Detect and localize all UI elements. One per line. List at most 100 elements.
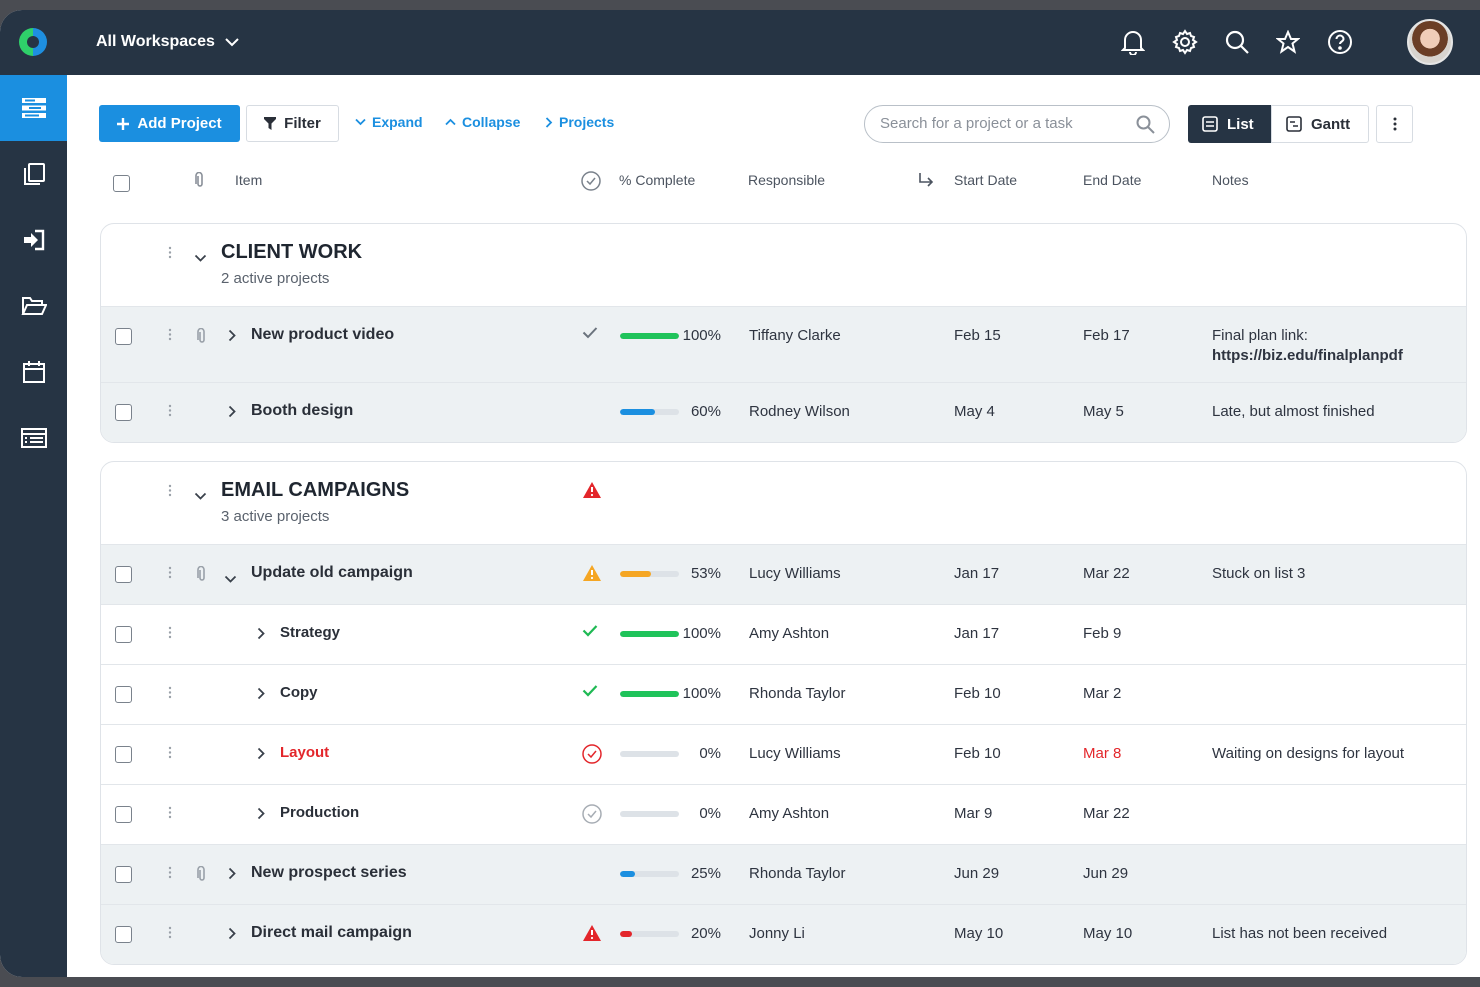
row-expand-toggle[interactable] [257, 687, 265, 705]
sidebar-item-import[interactable] [0, 207, 67, 273]
col-item[interactable]: Item [235, 172, 263, 188]
start-date[interactable]: Jun 29 [954, 865, 1000, 882]
project-row[interactable]: Booth design 60% Rodney Wilson May 4 May 5 La… [101, 382, 1466, 442]
filter-button[interactable]: Filter [246, 105, 339, 142]
start-date[interactable]: Mar 9 [954, 805, 993, 822]
end-date[interactable]: May 10 [1083, 925, 1133, 942]
row-name[interactable]: Copy [280, 684, 318, 701]
view-list-button[interactable]: List [1188, 105, 1271, 143]
responsible[interactable]: Lucy Williams [749, 745, 841, 762]
sidebar-item-projects[interactable] [0, 75, 67, 141]
search-icon[interactable] [1136, 115, 1155, 134]
row-menu-button[interactable] [168, 926, 172, 944]
col-end-date[interactable]: End Date [1083, 172, 1142, 188]
row-checkbox[interactable] [115, 866, 132, 883]
row-checkbox[interactable] [115, 566, 132, 583]
row-expand-toggle[interactable] [257, 627, 265, 645]
row-expand-toggle[interactable] [228, 867, 236, 885]
row-checkbox[interactable] [115, 686, 132, 703]
sidebar-item-files[interactable] [0, 273, 67, 339]
row-menu-button[interactable] [168, 806, 172, 824]
notes[interactable]: Stuck on list 3 [1212, 565, 1306, 582]
project-row[interactable]: Update old campaign 53% Lucy Williams Jan 1… [101, 544, 1466, 604]
responsible[interactable]: Lucy Williams [749, 565, 841, 582]
start-date[interactable]: Jan 17 [954, 565, 1000, 582]
start-date[interactable]: May 10 [954, 925, 1004, 942]
row-name[interactable]: New product video [251, 326, 395, 343]
more-options-button[interactable] [1376, 105, 1413, 143]
notifications-button[interactable] [1118, 27, 1148, 57]
attachment-indicator[interactable] [197, 865, 207, 887]
attachment-indicator[interactable] [197, 327, 207, 349]
col-notes[interactable]: Notes [1212, 172, 1249, 188]
row-menu-button[interactable] [168, 866, 172, 884]
collapse-button[interactable]: Collapse [445, 114, 520, 130]
group-menu-button[interactable] [168, 246, 172, 264]
row-expand-toggle[interactable] [257, 747, 265, 765]
row-menu-button[interactable] [168, 566, 172, 584]
row-checkbox[interactable] [115, 746, 132, 763]
status-circle-icon[interactable] [582, 804, 602, 824]
end-date[interactable]: Mar 22 [1083, 805, 1130, 822]
responsible[interactable]: Amy Ashton [749, 805, 830, 822]
start-date[interactable]: Feb 10 [954, 685, 1001, 702]
add-project-button[interactable]: Add Project [99, 105, 240, 142]
row-expand-toggle[interactable] [257, 807, 265, 825]
attachment-indicator[interactable] [197, 565, 207, 587]
responsible[interactable]: Rodney Wilson [749, 403, 850, 420]
group-menu-button[interactable] [168, 484, 172, 502]
notes[interactable]: Waiting on designs for layout [1212, 745, 1405, 762]
col-responsible[interactable]: Responsible [748, 172, 826, 188]
notes[interactable]: Late, but almost finished [1212, 403, 1375, 420]
row-expand-toggle[interactable] [228, 927, 236, 945]
project-row[interactable]: Strategy 100% Amy Ashton Jan 17 Feb 9 [101, 604, 1466, 664]
col-start-date[interactable]: Start Date [954, 172, 1018, 188]
row-checkbox[interactable] [115, 328, 132, 345]
row-checkbox[interactable] [115, 626, 132, 643]
start-date[interactable]: Feb 10 [954, 745, 1001, 762]
sidebar-item-copy[interactable] [0, 141, 67, 207]
project-row[interactable]: Production 0% Amy Ashton Mar 9 Mar 22 [101, 784, 1466, 844]
end-date[interactable]: May 5 [1083, 403, 1124, 420]
start-date[interactable]: Jan 17 [954, 625, 1000, 642]
project-row[interactable]: New prospect series 25% Rhonda Taylor Jun 2… [101, 844, 1466, 904]
search-input[interactable] [880, 115, 1130, 132]
start-date[interactable]: Feb 15 [954, 327, 1001, 344]
responsible[interactable]: Jonny Li [749, 925, 805, 942]
row-checkbox[interactable] [115, 926, 132, 943]
project-row[interactable]: Direct mail campaign 20% Jonny Li May 10 May… [101, 904, 1466, 964]
notes[interactable]: List has not been received [1212, 925, 1388, 942]
app-logo[interactable] [19, 28, 47, 56]
row-expand-toggle[interactable] [228, 329, 236, 347]
end-date[interactable]: Jun 29 [1083, 865, 1129, 882]
responsible[interactable]: Rhonda Taylor [749, 685, 846, 702]
sidebar-item-reports[interactable] [0, 405, 67, 471]
project-row[interactable]: New product video 100% Tiffany Clarke Feb 1… [101, 306, 1466, 382]
row-name[interactable]: Layout [280, 744, 330, 761]
favorites-button[interactable] [1273, 27, 1303, 57]
row-name[interactable]: Strategy [280, 624, 341, 641]
responsible[interactable]: Amy Ashton [749, 625, 830, 642]
end-date[interactable]: Feb 17 [1083, 327, 1130, 344]
row-menu-button[interactable] [168, 404, 172, 422]
row-menu-button[interactable] [168, 686, 172, 704]
workspace-selector[interactable]: All Workspaces [96, 33, 239, 51]
row-name[interactable]: Booth design [251, 402, 354, 419]
notes[interactable]: Final plan link: [1212, 327, 1308, 344]
row-checkbox[interactable] [115, 806, 132, 823]
responsible[interactable]: Tiffany Clarke [749, 327, 841, 344]
row-name[interactable]: Production [280, 804, 360, 821]
sidebar-item-calendar[interactable] [0, 339, 67, 405]
group-collapse-toggle[interactable] [194, 249, 207, 267]
notes-link[interactable]: https://biz.edu/finalplanpdf [1212, 347, 1403, 364]
row-checkbox[interactable] [115, 404, 132, 421]
row-name[interactable]: New prospect series [251, 864, 407, 881]
end-date[interactable]: Mar 2 [1083, 685, 1122, 702]
row-expand-toggle[interactable] [224, 570, 237, 588]
responsible[interactable]: Rhonda Taylor [749, 865, 846, 882]
project-row[interactable]: Copy 100% Rhonda Taylor Feb 10 Mar 2 [101, 664, 1466, 724]
row-name[interactable]: Direct mail campaign [251, 924, 412, 941]
status-circle-icon[interactable] [582, 744, 602, 764]
row-menu-button[interactable] [168, 328, 172, 346]
project-row[interactable]: Layout 0% Lucy Williams Feb 10 Mar 8 Waiting … [101, 724, 1466, 784]
